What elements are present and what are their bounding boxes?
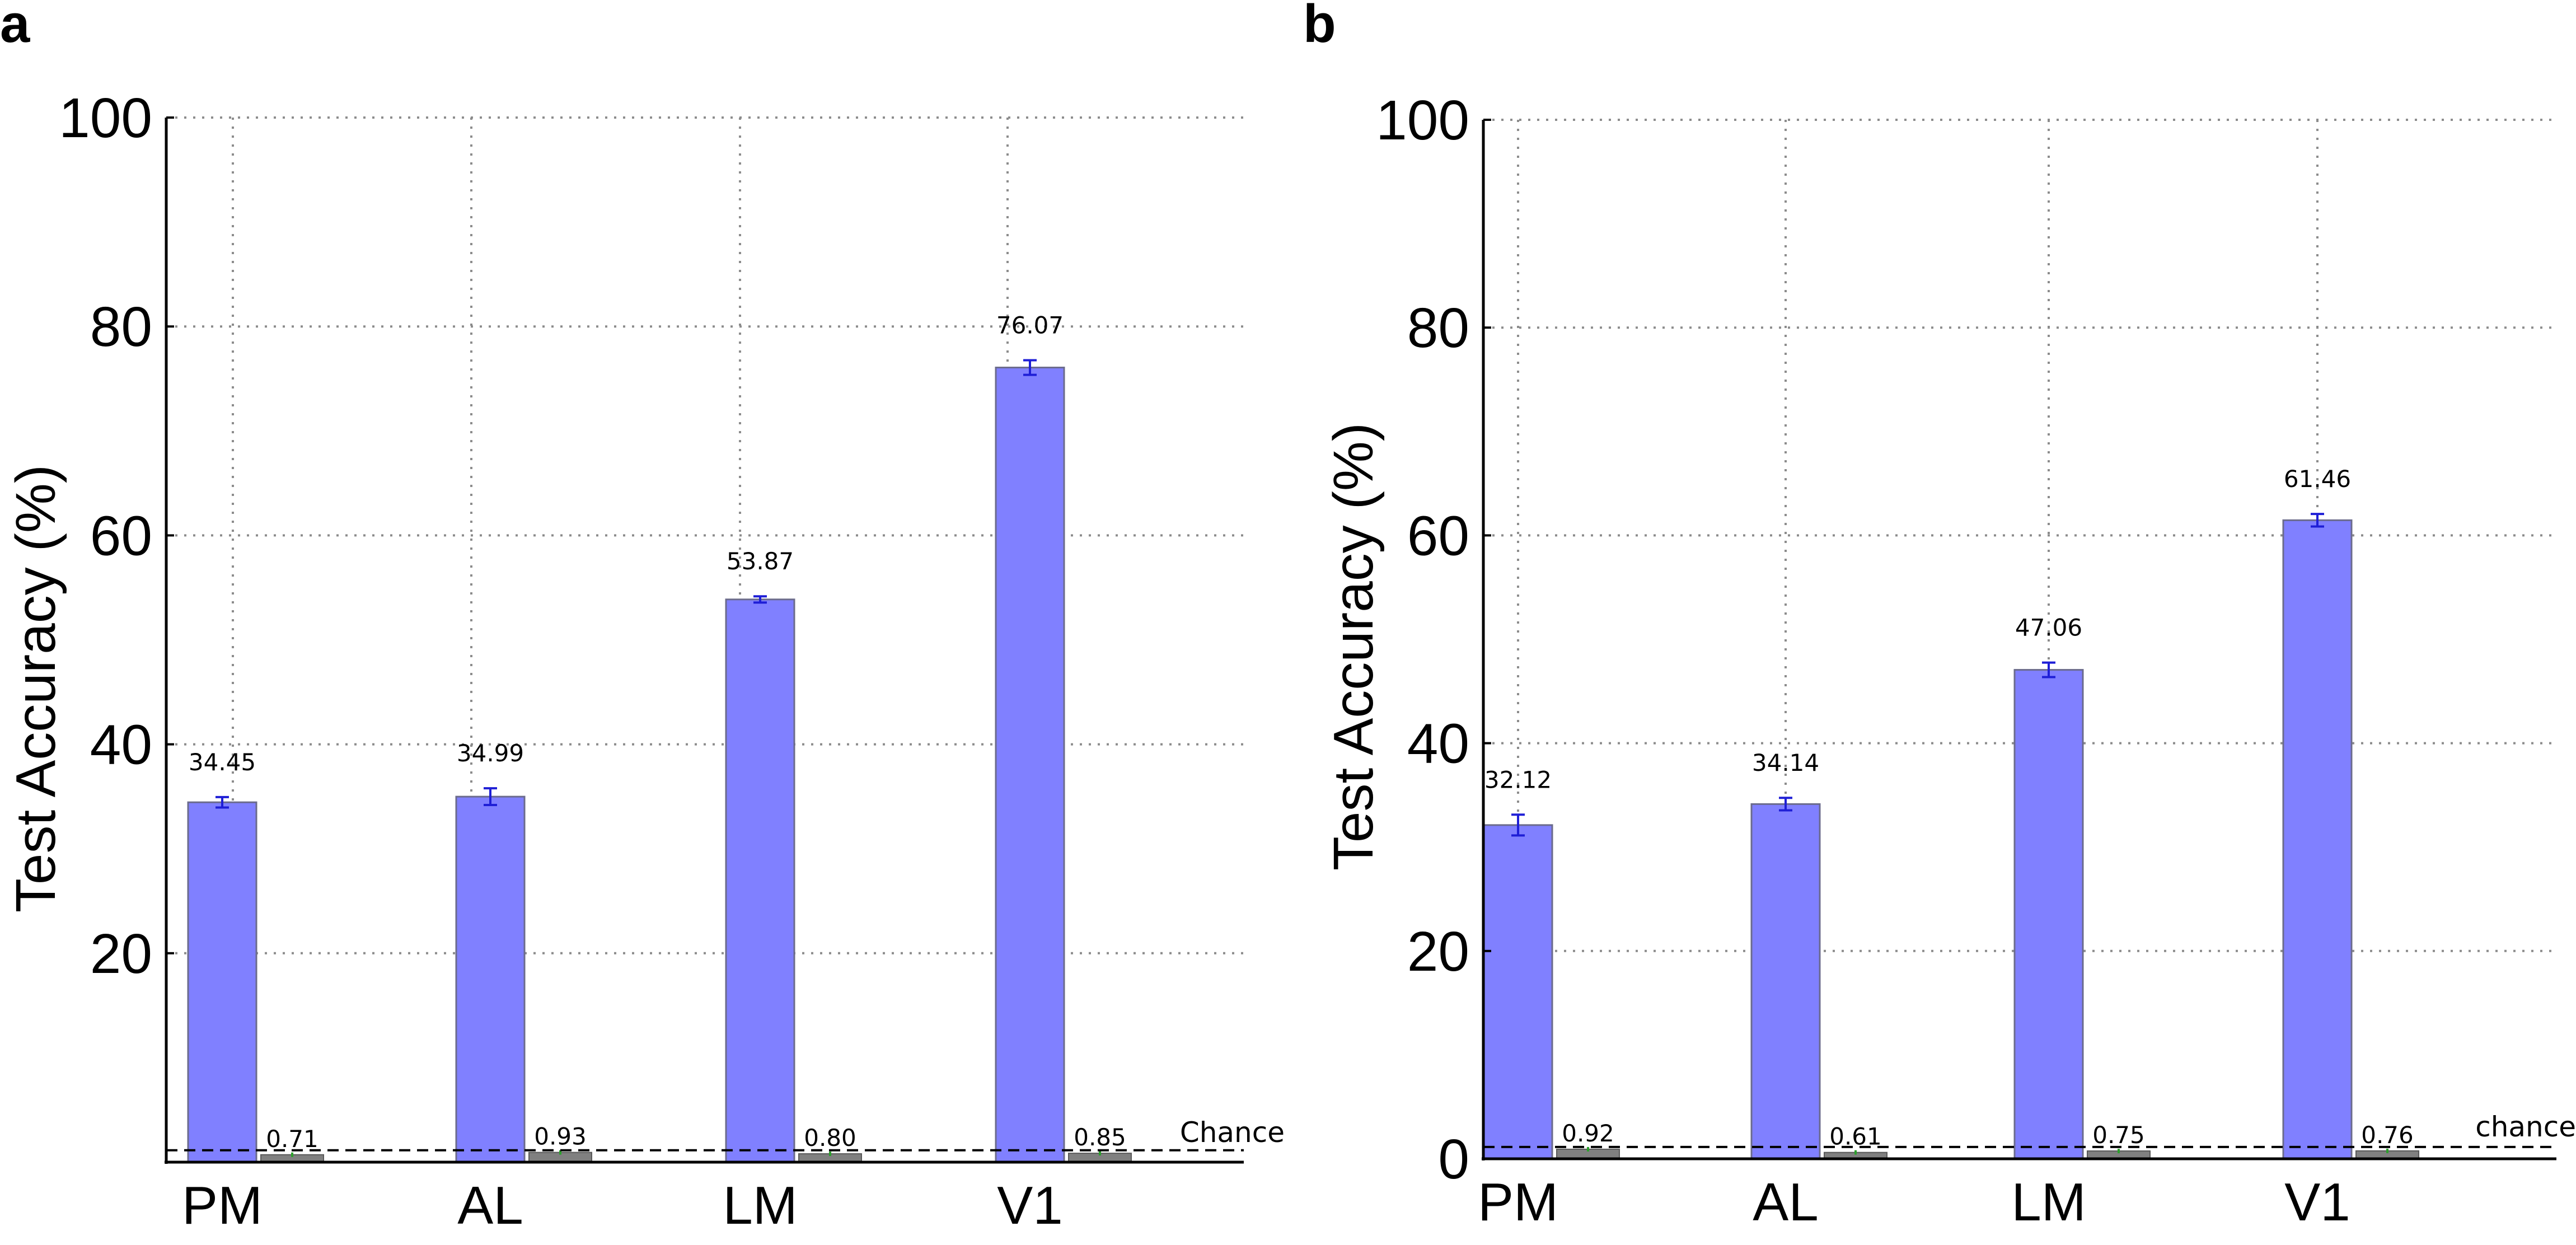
y-tick-label: 60 <box>1407 504 1469 567</box>
y-axis-label: Test Accuracy (%) <box>4 465 67 912</box>
x-tick-label-al: AL <box>457 1176 523 1235</box>
value-label-shuffled-lm: 0.75 <box>2092 1121 2145 1149</box>
value-label-shuffled-al: 0.61 <box>1829 1123 1882 1150</box>
chance-label: Chance <box>1180 1116 1285 1149</box>
bar-pm <box>187 801 257 1163</box>
value-label-shuffled-pm: 0.92 <box>1562 1120 1614 1147</box>
value-label-shuffled-pm: 0.71 <box>266 1125 319 1153</box>
x-tick-label-pm: PM <box>1478 1172 1558 1232</box>
value-label-lm: 53.87 <box>727 547 794 575</box>
x-tick-label-v1: V1 <box>2284 1172 2350 1232</box>
bar-lm <box>725 598 795 1163</box>
value-label-v1: 76.07 <box>996 311 1064 339</box>
y-tick-label: 100 <box>1376 89 1469 152</box>
value-label-shuffled-v1: 0.85 <box>1074 1124 1126 1151</box>
bar-lm <box>2013 669 2084 1160</box>
bar-v1 <box>2282 519 2353 1160</box>
y-tick-label: 80 <box>90 296 152 358</box>
value-label-pm: 32.12 <box>1484 766 1552 793</box>
bar-v1 <box>995 367 1065 1163</box>
x-tick-label-pm: PM <box>182 1176 263 1235</box>
panel-letter: a <box>0 0 30 54</box>
bar-pm <box>1483 824 1553 1160</box>
bar-al <box>1750 803 1821 1160</box>
x-tick-label-al: AL <box>1753 1172 1818 1232</box>
y-tick-label: 100 <box>59 87 152 149</box>
value-label-v1: 61.46 <box>2284 465 2351 493</box>
value-label-al: 34.99 <box>457 739 524 767</box>
x-tick-label-lm: LM <box>2011 1172 2086 1232</box>
value-label-lm: 47.06 <box>2015 614 2082 642</box>
chance-label: chance <box>2475 1111 2576 1143</box>
value-label-pm: 34.45 <box>189 748 256 776</box>
y-tick-label: 40 <box>1407 713 1469 775</box>
bar-al <box>455 795 526 1163</box>
y-tick-label: 20 <box>1407 920 1469 983</box>
x-tick-label-v1: V1 <box>997 1176 1062 1235</box>
y-tick-label: 80 <box>1407 297 1469 359</box>
x-tick-label-lm: LM <box>723 1176 797 1235</box>
y-axis-label: Test Accuracy (%) <box>1322 423 1385 870</box>
value-label-shuffled-al: 0.93 <box>534 1123 587 1150</box>
value-label-shuffled-lm: 0.80 <box>804 1124 856 1152</box>
y-tick-label: 20 <box>90 923 152 985</box>
y-tick-label: 40 <box>90 714 152 776</box>
panel-letter: b <box>1303 0 1336 54</box>
value-label-shuffled-v1: 0.76 <box>2361 1121 2414 1149</box>
y-tick-label: 60 <box>90 504 152 567</box>
y-tick-label: 0 <box>1438 1128 1469 1191</box>
value-label-al: 34.14 <box>1752 749 1819 776</box>
